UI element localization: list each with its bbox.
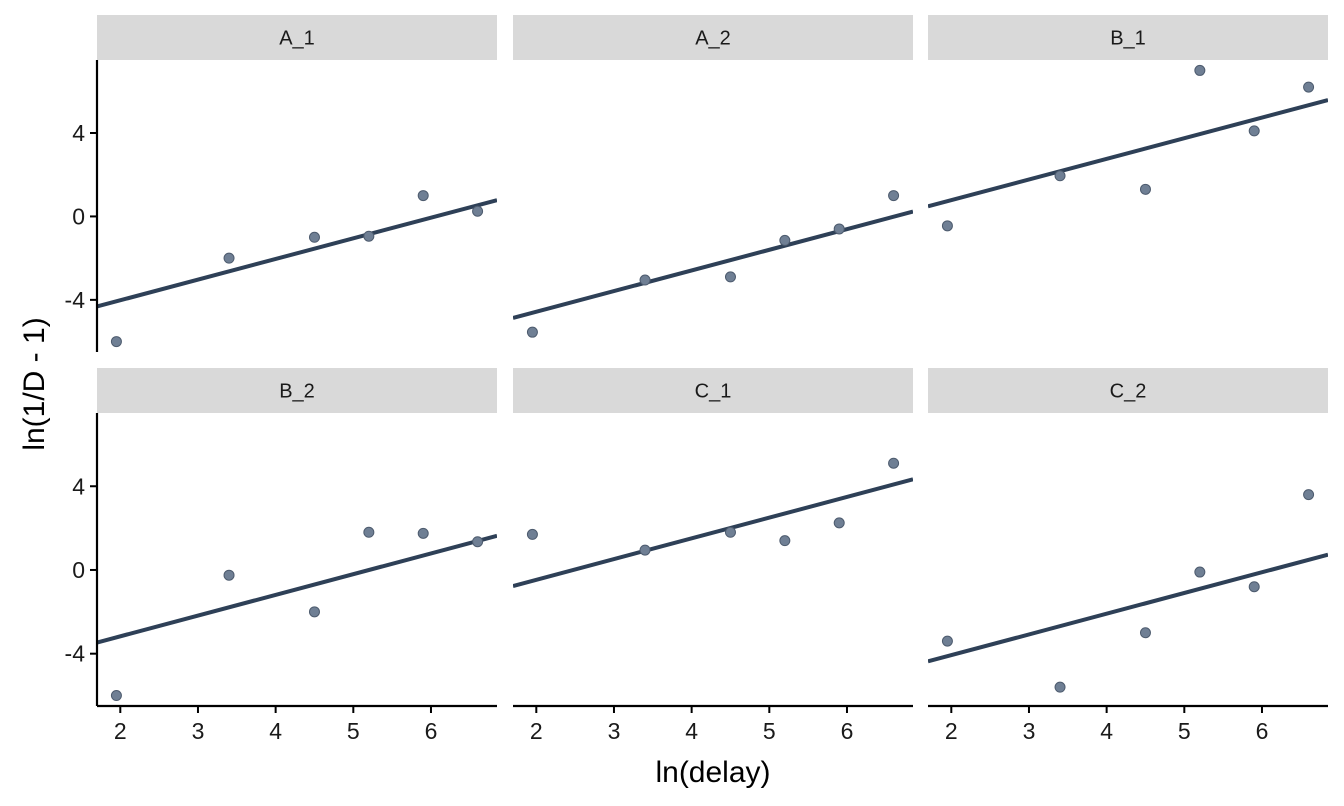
regression-line bbox=[513, 477, 913, 588]
data-point bbox=[417, 527, 429, 539]
x-tick-label: 5 bbox=[1178, 718, 1191, 744]
data-point bbox=[223, 252, 235, 264]
regression-line bbox=[97, 198, 497, 309]
y-tick-label: 4 bbox=[72, 120, 85, 146]
x-tick-label: 4 bbox=[1100, 718, 1113, 744]
data-point bbox=[639, 544, 651, 556]
y-axis-title: ln(1/D - 1) bbox=[18, 317, 51, 450]
x-tick-label: 3 bbox=[608, 718, 621, 744]
panel-b-1: B_1 bbox=[928, 15, 1328, 232]
x-tick-label: 5 bbox=[347, 718, 360, 744]
facet-strip bbox=[97, 368, 497, 413]
data-point bbox=[779, 234, 791, 246]
data-point bbox=[1248, 581, 1260, 593]
data-point bbox=[110, 336, 122, 348]
data-point bbox=[526, 326, 538, 338]
x-tick-label: 4 bbox=[269, 718, 282, 744]
data-point bbox=[308, 231, 320, 243]
data-point bbox=[110, 690, 122, 702]
facet-label: A_2 bbox=[695, 28, 731, 50]
panels-layer: A_1 A_2 B_1 B_2 C_1 C_2 bbox=[97, 15, 1328, 702]
data-point bbox=[363, 526, 375, 538]
data-point bbox=[472, 205, 484, 217]
data-point bbox=[724, 271, 736, 283]
data-point bbox=[1054, 681, 1066, 693]
facet-label: C_1 bbox=[695, 381, 732, 403]
regression-line bbox=[928, 98, 1328, 209]
axes-layer: -4 0 4 2 3 4 5 6 -4 0 4 2 3 4 5 6 2 3 4 5 6 bbox=[65, 60, 1328, 744]
data-point bbox=[1303, 81, 1315, 93]
regression-line bbox=[513, 209, 913, 320]
data-point bbox=[888, 190, 900, 202]
facet-label: B_1 bbox=[1110, 28, 1146, 50]
x-tick-label: 3 bbox=[1023, 718, 1036, 744]
data-point bbox=[223, 569, 235, 581]
y-tick-label: -4 bbox=[65, 641, 86, 667]
y-tick-label: 0 bbox=[72, 203, 85, 229]
data-point bbox=[472, 536, 484, 548]
facet-strip bbox=[928, 15, 1328, 60]
facet-label: C_2 bbox=[1110, 381, 1147, 403]
x-axis-title: ln(delay) bbox=[655, 756, 770, 789]
data-point bbox=[779, 535, 791, 547]
regression-line bbox=[97, 533, 497, 645]
regression-line bbox=[928, 552, 1328, 664]
facet-label: B_2 bbox=[279, 381, 315, 403]
data-point bbox=[363, 230, 375, 242]
x-tick-label: 5 bbox=[763, 718, 776, 744]
data-point bbox=[526, 528, 538, 540]
data-point bbox=[724, 526, 736, 538]
y-tick-label: -4 bbox=[65, 287, 86, 313]
data-point bbox=[1303, 489, 1315, 501]
data-point bbox=[1248, 125, 1260, 137]
data-point bbox=[1139, 627, 1151, 639]
x-tick-label: 2 bbox=[114, 718, 127, 744]
data-point bbox=[833, 517, 845, 529]
data-point bbox=[833, 223, 845, 235]
facet-strip bbox=[928, 368, 1328, 413]
data-point bbox=[639, 274, 651, 286]
panel-c-2: C_2 bbox=[928, 368, 1328, 693]
panel-a-1: A_1 bbox=[97, 15, 497, 348]
data-point bbox=[888, 457, 900, 469]
x-tick-label: 3 bbox=[192, 718, 205, 744]
data-point bbox=[1054, 170, 1066, 182]
x-tick-label: 6 bbox=[841, 718, 854, 744]
data-point bbox=[1194, 64, 1206, 76]
data-point bbox=[308, 606, 320, 618]
data-point bbox=[1194, 566, 1206, 578]
y-tick-label: 0 bbox=[72, 557, 85, 583]
x-tick-label: 6 bbox=[1256, 718, 1269, 744]
x-tick-label: 2 bbox=[530, 718, 543, 744]
facet-strip bbox=[513, 15, 913, 60]
panel-c-1: C_1 bbox=[513, 368, 913, 588]
panel-b-2: B_2 bbox=[97, 368, 497, 702]
facet-strip bbox=[97, 15, 497, 60]
x-tick-label: 6 bbox=[425, 718, 438, 744]
x-tick-label: 4 bbox=[685, 718, 698, 744]
panel-a-2: A_2 bbox=[513, 15, 913, 338]
facet-label: A_1 bbox=[279, 28, 315, 50]
facet-strip bbox=[513, 368, 913, 413]
data-point bbox=[417, 190, 429, 202]
data-point bbox=[941, 635, 953, 647]
y-tick-label: 4 bbox=[72, 473, 85, 499]
data-point bbox=[941, 220, 953, 232]
data-point bbox=[1139, 183, 1151, 195]
x-tick-label: 2 bbox=[945, 718, 958, 744]
